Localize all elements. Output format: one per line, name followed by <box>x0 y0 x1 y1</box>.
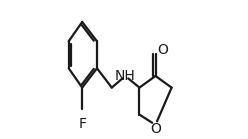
Text: O: O <box>150 122 161 136</box>
Text: O: O <box>157 43 168 57</box>
Text: F: F <box>78 117 86 131</box>
Text: NH: NH <box>115 69 136 83</box>
